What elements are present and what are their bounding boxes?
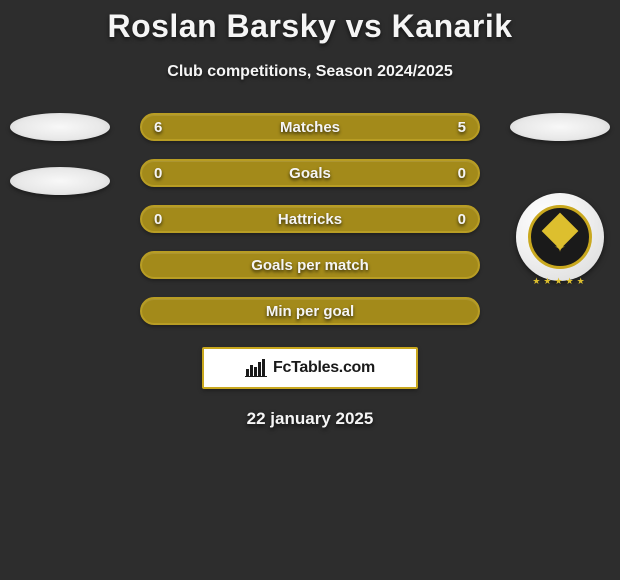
player-right-crest: ✦ ★★★★★ bbox=[510, 113, 610, 213]
stat-row-goals: 0 Goals 0 bbox=[140, 159, 480, 187]
placeholder-ellipse bbox=[10, 113, 110, 141]
stat-label: Min per goal bbox=[266, 303, 354, 320]
brand-text: FcTables.com bbox=[273, 359, 375, 377]
page-subtitle: Club competitions, Season 2024/2025 bbox=[0, 63, 620, 81]
star-icon: ✦ bbox=[554, 239, 566, 256]
stat-right-value: 5 bbox=[458, 119, 466, 136]
stat-row-min-per-goal: Min per goal bbox=[140, 297, 480, 325]
comparison-panel: ✦ ★★★★★ 6 Matches 5 0 Goals 0 0 Hattrick… bbox=[0, 113, 620, 429]
page-title: Roslan Barsky vs Kanarik bbox=[0, 0, 620, 45]
stat-left-value: 6 bbox=[154, 119, 162, 136]
stats-bars: 6 Matches 5 0 Goals 0 0 Hattricks 0 Goal… bbox=[140, 113, 480, 325]
stat-label: Goals bbox=[289, 165, 331, 182]
stat-row-goals-per-match: Goals per match bbox=[140, 251, 480, 279]
stat-left-value: 0 bbox=[154, 211, 162, 228]
player-left-crest bbox=[10, 113, 110, 213]
brand-box[interactable]: FcTables.com bbox=[202, 347, 418, 389]
stat-label: Goals per match bbox=[251, 257, 369, 274]
club-badge-inner: ✦ bbox=[528, 205, 592, 269]
stat-right-value: 0 bbox=[458, 211, 466, 228]
badge-stars-row: ★★★★★ bbox=[516, 276, 604, 287]
snapshot-date: 22 january 2025 bbox=[0, 409, 620, 429]
club-badge: ✦ ★★★★★ bbox=[516, 193, 604, 281]
placeholder-ellipse bbox=[10, 167, 110, 195]
stat-left-value: 0 bbox=[154, 165, 162, 182]
stat-label: Hattricks bbox=[278, 211, 342, 228]
stat-row-hattricks: 0 Hattricks 0 bbox=[140, 205, 480, 233]
stat-right-value: 0 bbox=[458, 165, 466, 182]
stat-label: Matches bbox=[280, 119, 340, 136]
stat-row-matches: 6 Matches 5 bbox=[140, 113, 480, 141]
bar-chart-icon bbox=[245, 359, 267, 377]
placeholder-ellipse bbox=[510, 113, 610, 141]
